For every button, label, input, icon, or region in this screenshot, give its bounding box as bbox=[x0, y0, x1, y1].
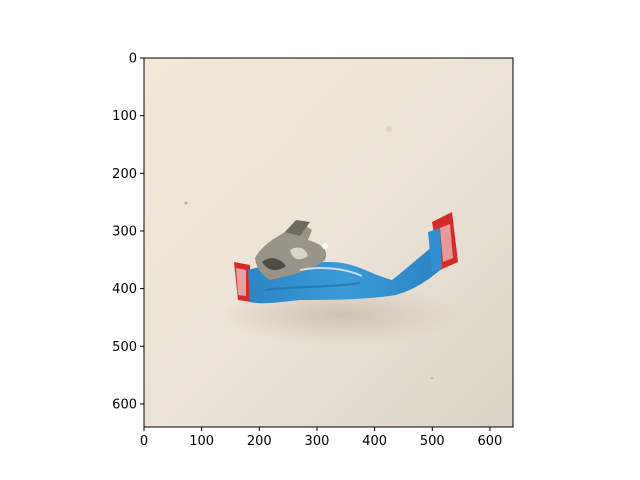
x-tick-label: 200 bbox=[247, 434, 272, 449]
x-axis: 0 100 200 300 400 500 600 bbox=[140, 427, 502, 449]
y-tick-label: 500 bbox=[112, 340, 137, 355]
photo bbox=[144, 58, 513, 427]
snack-wrapper bbox=[234, 212, 458, 304]
x-tick-label: 0 bbox=[140, 434, 148, 449]
axes-frame bbox=[143, 57, 514, 428]
x-tick-label: 600 bbox=[478, 434, 503, 449]
y-tick-label: 200 bbox=[112, 167, 137, 182]
x-tick-label: 500 bbox=[420, 434, 445, 449]
y-tick-label: 400 bbox=[112, 282, 137, 297]
y-tick-label: 100 bbox=[112, 109, 137, 124]
x-tick-label: 300 bbox=[305, 434, 330, 449]
y-tick-label: 600 bbox=[112, 397, 137, 412]
x-tick-label: 400 bbox=[362, 434, 387, 449]
y-tick-label: 300 bbox=[112, 224, 137, 239]
x-tick-label: 100 bbox=[189, 434, 214, 449]
y-axis: 0 100 200 300 400 500 600 bbox=[112, 52, 144, 412]
y-tick-label: 0 bbox=[129, 52, 137, 67]
